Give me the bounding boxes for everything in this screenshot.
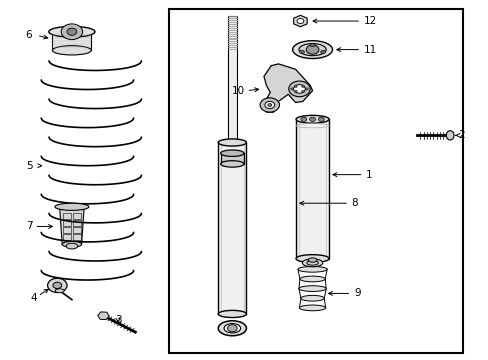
Polygon shape [293,15,306,27]
Text: 2: 2 [458,130,464,140]
Text: 10: 10 [231,86,244,96]
Bar [73,213,81,219]
Text: 8: 8 [351,198,357,208]
Ellipse shape [306,261,318,265]
Text: 9: 9 [353,288,360,298]
Circle shape [47,278,67,293]
Circle shape [67,28,77,35]
Ellipse shape [218,139,246,146]
Ellipse shape [220,161,244,167]
Bar [220,153,244,164]
Circle shape [260,98,279,112]
Circle shape [267,104,271,107]
Circle shape [293,85,305,93]
Text: 6: 6 [26,30,32,40]
Circle shape [61,24,82,40]
Ellipse shape [220,150,244,157]
Ellipse shape [218,321,246,336]
Polygon shape [60,208,84,244]
Text: 4: 4 [30,293,37,303]
Text: 7: 7 [26,221,32,231]
Circle shape [290,88,293,90]
Text: 11: 11 [363,45,376,55]
Ellipse shape [299,305,325,311]
Bar [73,220,81,226]
Circle shape [301,85,304,87]
Circle shape [227,325,237,332]
Circle shape [301,90,304,93]
Polygon shape [264,64,312,112]
Ellipse shape [446,131,453,140]
Polygon shape [56,289,64,293]
Bar [63,213,71,219]
Bar [63,227,71,233]
Ellipse shape [295,115,328,123]
Ellipse shape [55,203,89,210]
Ellipse shape [295,255,328,262]
Circle shape [288,81,309,97]
Bar [169,9,462,353]
Circle shape [318,117,324,121]
Circle shape [296,18,303,23]
Ellipse shape [292,41,332,59]
Ellipse shape [218,310,246,318]
Circle shape [309,43,314,47]
Circle shape [305,45,318,54]
Bar [295,119,328,258]
Ellipse shape [62,242,81,247]
Circle shape [264,102,274,109]
Circle shape [305,88,307,90]
Bar [63,234,71,240]
Bar [218,143,246,314]
Ellipse shape [298,44,325,56]
Bar [52,32,91,50]
Circle shape [320,50,325,54]
Bar [73,234,81,240]
Ellipse shape [297,266,326,272]
Circle shape [53,282,61,289]
Ellipse shape [298,286,325,292]
Ellipse shape [52,46,91,55]
Circle shape [294,85,297,87]
Bar [63,220,71,226]
Text: 1: 1 [366,170,372,180]
Ellipse shape [66,243,78,249]
Circle shape [300,117,306,121]
Ellipse shape [300,296,324,301]
Ellipse shape [49,26,95,37]
Polygon shape [98,312,109,320]
Circle shape [294,90,297,93]
Ellipse shape [299,276,325,282]
Ellipse shape [302,259,322,267]
Text: 5: 5 [26,161,32,171]
Ellipse shape [307,258,316,262]
Text: 3: 3 [116,315,122,325]
Circle shape [299,50,304,54]
Ellipse shape [224,324,240,333]
Bar [73,227,81,233]
Bar [227,16,236,158]
Circle shape [309,117,315,121]
Text: 12: 12 [363,16,376,26]
